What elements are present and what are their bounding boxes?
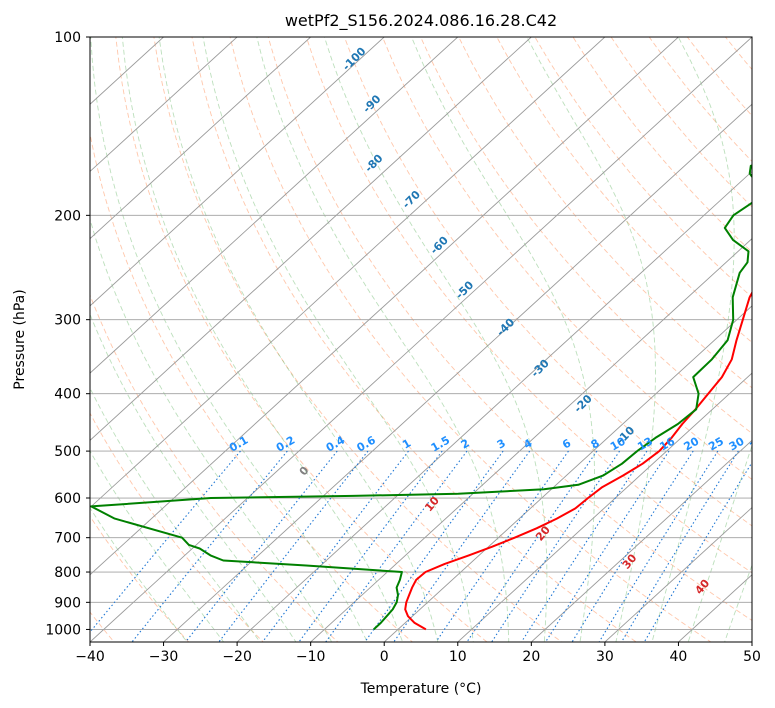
isotherm-line	[530, 439, 752, 642]
moist-adiabat-line	[411, 37, 596, 642]
dry-adiabat-line	[90, 412, 264, 642]
mixing-ratio-line	[393, 450, 531, 642]
y-tick-label: 600	[54, 491, 81, 507]
isotherm-line	[90, 37, 385, 307]
dry-adiabat-line	[343, 37, 752, 527]
isotherm-line	[90, 37, 680, 576]
dry-adiabat-line	[496, 37, 752, 344]
x-axis-label: Temperature (°C)	[360, 681, 482, 697]
dry-adiabat-line	[90, 131, 414, 642]
y-tick-label: 200	[54, 208, 81, 224]
x-tick-label: −40	[75, 649, 105, 665]
moist-adiabat-line	[724, 563, 752, 642]
x-tick-label: 30	[596, 649, 614, 665]
plot-frame	[89, 36, 753, 643]
y-tick-label: 1000	[45, 622, 81, 638]
y-tick-label: 700	[54, 531, 81, 547]
y-tick-label: 100	[54, 30, 81, 46]
moist-adiabat-line	[90, 37, 368, 642]
moist-adiabat-line	[526, 37, 656, 642]
x-tick-label: 0	[380, 649, 389, 665]
mixing-ratio-line	[520, 450, 648, 642]
dry-adiabat-line	[534, 37, 752, 298]
isotherm-line	[90, 37, 238, 173]
isotherm-line	[604, 506, 752, 642]
mixing-ratio-line	[184, 450, 338, 642]
x-tick-label: −20	[222, 649, 252, 665]
dry-adiabat-line	[267, 37, 752, 621]
y-tick-label: 800	[54, 565, 81, 581]
isotherm-line	[383, 305, 752, 642]
y-axis-label: Pressure (hPa)	[12, 289, 28, 389]
moist-adiabat-line	[90, 387, 261, 642]
x-tick-label: −10	[296, 649, 326, 665]
moist-adiabat-line	[90, 506, 188, 642]
x-tick-label: 50	[743, 649, 761, 665]
mixing-ratio-line	[544, 450, 670, 642]
isotherm-line	[90, 37, 312, 240]
moist-adiabat-line	[687, 444, 752, 642]
mixing-ratio-line	[261, 450, 409, 642]
axes: −40 −30 −20 −10 0 10 20 30 40 50 100 200 300 400 500 60…	[45, 30, 761, 665]
dry-adiabat-line	[420, 37, 752, 435]
mixing-ratio-line	[466, 450, 598, 642]
isotherm-line	[309, 238, 752, 642]
dry-adiabat-line	[191, 37, 637, 642]
dry-adiabat-line	[229, 37, 712, 642]
moist-adiabat-line	[90, 217, 333, 642]
isotherm-line	[236, 170, 752, 642]
mixing-ratio-line	[620, 450, 739, 642]
dry-adiabat-line	[115, 37, 488, 642]
dewpoint-profile-line	[90, 164, 752, 631]
y-tick-label: 500	[54, 444, 81, 460]
y-tick-label: 900	[54, 595, 81, 611]
dry-adiabat-line	[90, 515, 190, 642]
moist-adiabat-line	[323, 37, 548, 642]
isotherm-line	[90, 37, 459, 374]
x-tick-label: 40	[670, 649, 688, 665]
x-tick-label: 20	[522, 649, 540, 665]
y-tick-label: 300	[54, 313, 81, 329]
isotherm-line	[162, 103, 752, 642]
isotherm-line	[90, 37, 533, 441]
mixing-ratio-line	[435, 450, 569, 642]
isotherm-line	[457, 372, 752, 642]
moist-adiabat-line	[202, 37, 474, 642]
mixing-ratio-label: 36	[747, 434, 767, 453]
x-tick-label: −30	[149, 649, 179, 665]
profile-lines	[90, 164, 752, 631]
isotherm-line	[90, 37, 606, 509]
moist-adiabat-line	[121, 37, 404, 642]
dry-adiabat-line	[90, 293, 339, 642]
temperature-profile-line	[404, 290, 752, 631]
dry-adiabat-line	[305, 37, 752, 574]
y-tick-label: 400	[54, 387, 81, 403]
x-tick-label: 10	[449, 649, 467, 665]
dry-adiabat-line	[458, 37, 752, 389]
mixing-ratio-line	[643, 461, 752, 642]
chart-title: wetPf2_S156.2024.086.16.28.C42	[285, 11, 557, 31]
